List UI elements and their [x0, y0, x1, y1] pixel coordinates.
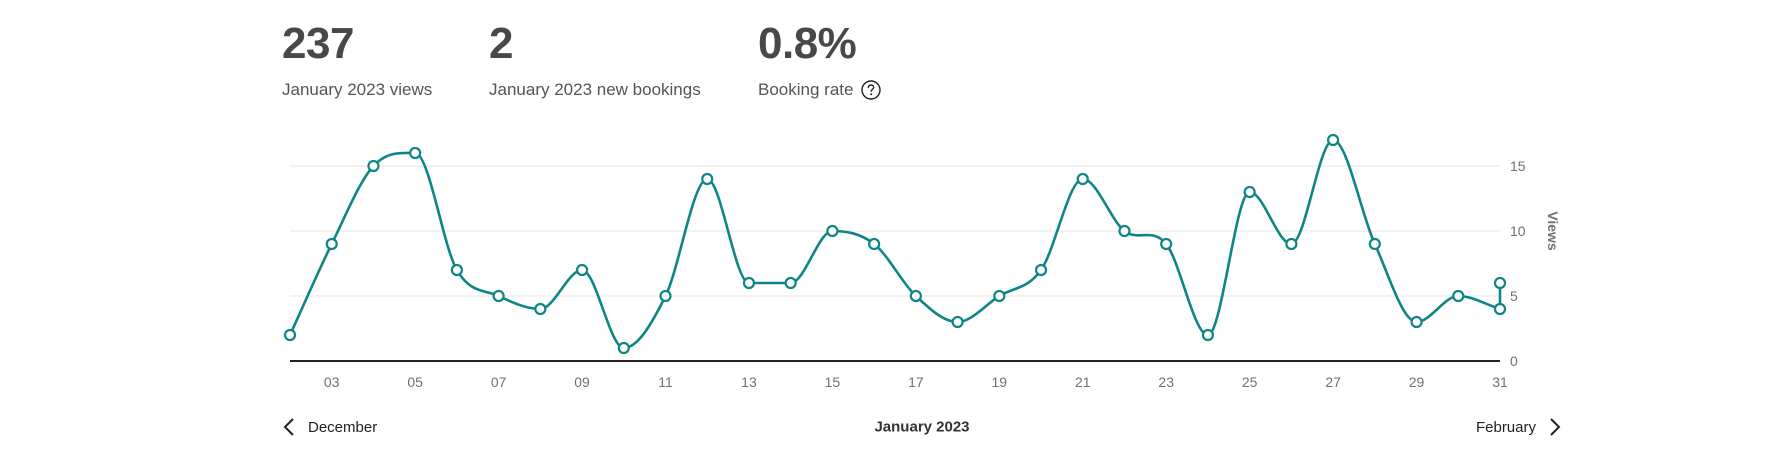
data-point[interactable] [409, 146, 422, 160]
next-month-button[interactable]: February [1476, 417, 1562, 437]
data-point[interactable] [617, 341, 630, 355]
x-tick-label: 17 [908, 374, 924, 390]
data-point[interactable] [951, 315, 964, 329]
data-point[interactable] [1201, 328, 1215, 342]
views-series-line [288, 138, 1502, 350]
data-point[interactable] [325, 237, 338, 251]
data-point[interactable] [1493, 276, 1507, 290]
views-label: January 2023 views [282, 80, 433, 99]
data-point[interactable] [450, 263, 463, 277]
data-point[interactable] [575, 263, 589, 277]
bookings-label: January 2023 new bookings [489, 80, 701, 99]
data-point[interactable] [1034, 263, 1048, 277]
data-point[interactable] [1327, 133, 1340, 147]
data-point[interactable] [659, 289, 672, 303]
data-point[interactable] [283, 328, 297, 342]
next-month-label: February [1475, 418, 1536, 436]
data-point[interactable] [1493, 302, 1507, 316]
data-point[interactable] [1452, 289, 1465, 303]
bookings-value: 2 [489, 19, 513, 68]
data-point[interactable] [868, 237, 881, 251]
data-point[interactable] [826, 224, 839, 238]
data-point[interactable] [492, 289, 505, 303]
data-point[interactable] [1410, 315, 1423, 329]
x-tick-label: 27 [1325, 374, 1341, 390]
bookings-stat: 2 January 2023 new bookings [489, 18, 701, 100]
x-tick-label: 25 [1242, 374, 1258, 390]
data-point[interactable] [1118, 224, 1131, 238]
x-tick-label: 29 [1409, 374, 1425, 390]
x-tick-label: 13 [741, 374, 757, 390]
y-axis-title: Views [1545, 211, 1561, 251]
x-tick-label: 23 [1158, 374, 1174, 390]
data-point[interactable] [993, 289, 1006, 303]
booking-rate-value: 0.8% [758, 19, 857, 68]
y-tick-label: 15 [1510, 158, 1526, 174]
x-tick-label: 21 [1075, 374, 1091, 390]
data-point[interactable] [534, 302, 547, 316]
x-tick-label: 11 [658, 374, 673, 390]
data-point[interactable] [367, 159, 380, 173]
booking-rate-stat: 0.8% Booking rate [758, 18, 882, 100]
x-tick-label: 03 [324, 374, 340, 390]
chevron-left-icon [282, 417, 296, 437]
x-tick-label: 09 [574, 374, 590, 390]
chevron-right-icon [1548, 417, 1562, 437]
x-tick-label: 19 [992, 374, 1008, 390]
question-circle-icon[interactable] [861, 80, 882, 100]
y-tick-label: 10 [1510, 223, 1526, 239]
booking-rate-label: Booking rate [758, 80, 854, 99]
previous-month-label: December [308, 418, 378, 436]
views-stat: 237 January 2023 views [282, 18, 432, 100]
data-point[interactable] [701, 172, 714, 186]
x-tick-label: 07 [491, 374, 507, 390]
data-point[interactable] [742, 276, 756, 290]
data-point[interactable] [1160, 237, 1173, 251]
x-tick-label: 15 [825, 374, 841, 390]
y-tick-label: 0 [1510, 353, 1518, 369]
previous-month-button[interactable]: December [282, 417, 377, 437]
data-point[interactable] [1076, 172, 1089, 186]
data-point[interactable] [1285, 237, 1298, 251]
y-tick-label: 5 [1510, 288, 1518, 304]
data-point[interactable] [784, 276, 797, 290]
views-value: 237 [282, 19, 354, 68]
current-month-label: January 2023 [874, 418, 970, 436]
x-tick-label: 31 [1492, 374, 1508, 390]
data-point[interactable] [1368, 237, 1381, 251]
x-tick-label: 05 [407, 374, 423, 390]
data-point[interactable] [909, 289, 922, 303]
data-point[interactable] [1243, 185, 1256, 199]
